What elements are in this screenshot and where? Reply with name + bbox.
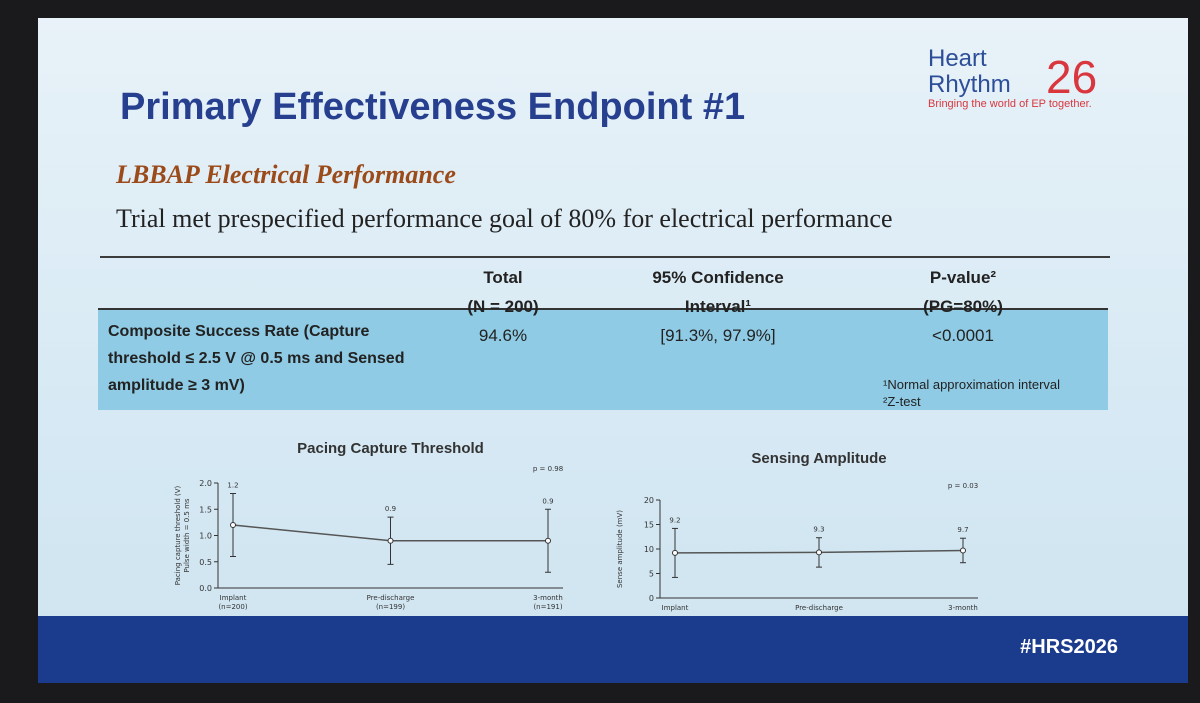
value-label: 9.7 — [957, 526, 968, 534]
footer: #HRS2026 — [38, 616, 1188, 683]
x-tick-label: Pre-discharge — [367, 594, 415, 602]
value-label: 9.3 — [813, 526, 824, 534]
column-header: (PG=80%) — [923, 297, 1003, 316]
y-axis-label: Pulse width = 0.5 ms — [183, 498, 191, 572]
title: Primary Effectiveness Endpoint #1 — [120, 86, 746, 128]
x-tick-label: (n=191) — [533, 603, 562, 611]
x-tick-label: 3-month — [533, 594, 563, 602]
x-tick-label: Implant — [662, 604, 689, 612]
y-axis-label: Sense amplitude (mV) — [616, 510, 624, 588]
column-header: Interval¹ — [684, 297, 752, 316]
annotation: p = 0.98 — [533, 465, 563, 473]
point — [960, 547, 966, 554]
y-tick-label: 0.0 — [199, 584, 212, 593]
column-header: 95% Confidence — [652, 268, 784, 287]
cell: 94.6% — [478, 326, 528, 345]
chart: Sensing Amplitude Sense amplitude (mV) 0 5 1… — [616, 450, 978, 612]
y-tick-label: 15 — [644, 521, 654, 530]
column-header: P-value² — [929, 268, 997, 287]
value-label: 1.2 — [227, 482, 238, 490]
value-label: 9.2 — [669, 516, 680, 524]
hashtag: #HRS2026 — [1020, 636, 1118, 658]
x-tick-label: 3-month — [948, 604, 978, 612]
y-tick-label: 5 — [649, 570, 654, 579]
cell: [91.3%, 97.9%] — [660, 326, 776, 345]
y-tick-label: 0 — [649, 594, 654, 603]
logo-number: 26 — [1046, 51, 1098, 103]
logo: Heart Rhythm 26 Bringing the world of EP… — [928, 45, 1097, 111]
chart: Pacing Capture Threshold Pacing capture t… — [174, 440, 563, 611]
footnote: ²Z-test — [883, 394, 921, 409]
column-header: (N = 200) — [467, 297, 539, 316]
y-tick-label: 1.5 — [199, 505, 212, 514]
footnote: ¹Normal approximation interval — [883, 377, 1061, 392]
y-tick-label: 1.0 — [199, 532, 212, 541]
logo-tagline: Bringing the world of EP together. — [928, 98, 1092, 110]
table-row — [98, 308, 1108, 410]
y-tick-label: 2.0 — [199, 479, 212, 488]
rule — [100, 256, 1110, 258]
point — [230, 522, 236, 528]
column-header: Total — [483, 268, 523, 287]
value-label: 0.9 — [385, 505, 396, 513]
chart-title: Pacing Capture Threshold — [297, 440, 484, 457]
point — [672, 549, 678, 556]
y-tick-label: 10 — [644, 545, 654, 554]
x-tick-label: Implant — [220, 594, 247, 602]
point — [387, 537, 394, 544]
row-label: Composite Success Rate (Capture threshol… — [108, 323, 405, 394]
y-axis-label: Pacing capture threshold (V) — [174, 485, 182, 585]
annotation: p = 0.03 — [948, 482, 978, 490]
point — [545, 537, 551, 544]
point — [816, 549, 822, 556]
x-tick-label: Pre-discharge — [795, 604, 843, 612]
value-label: 0.9 — [542, 497, 553, 505]
y-tick-label: 20 — [644, 496, 654, 505]
subtitle: LBBAP Electrical Performance — [116, 160, 456, 189]
x-tick-label: (n=200) — [218, 603, 247, 611]
chart-title: Sensing Amplitude — [751, 450, 886, 467]
cell: <0.0001 — [932, 326, 994, 345]
logo-text: Rhythm — [928, 71, 1011, 98]
slide: Heart Rhythm 26 Bringing the world of EP… — [38, 18, 1188, 683]
statement: Trial met prespecified performance goal … — [116, 204, 893, 233]
footnotes: ¹Normal approximation interval ²Z-test — [883, 376, 1060, 410]
logo-text: Heart — [928, 45, 987, 72]
x-tick-label: (n=199) — [376, 603, 405, 611]
y-tick-label: 0.5 — [199, 558, 212, 567]
